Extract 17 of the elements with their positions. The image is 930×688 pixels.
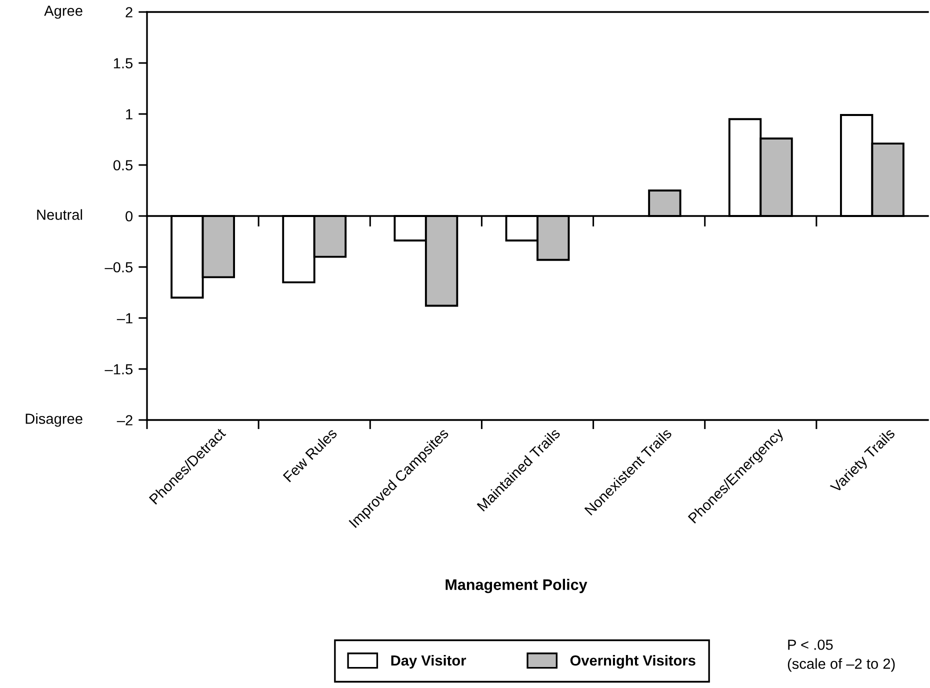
y-tick-label: 0 bbox=[126, 211, 133, 222]
text: P < .05 bbox=[788, 640, 833, 650]
y-tick-label: 1 bbox=[126, 109, 132, 120]
text: Agree bbox=[44, 6, 82, 19]
y-tick-label: –2 bbox=[116, 415, 132, 426]
text: Neutral bbox=[37, 209, 82, 220]
y-tick-label: 2 bbox=[126, 7, 132, 18]
text: Disagree bbox=[26, 413, 82, 427]
legend-label: Overnight Visitors bbox=[570, 654, 696, 669]
y-tick-label: –0.5 bbox=[104, 262, 132, 272]
x-axis-title: Management Policy bbox=[446, 578, 588, 594]
y-tick-label: –1.5 bbox=[104, 364, 132, 374]
y-tick-label: –1 bbox=[116, 313, 132, 324]
text: (scale of –2 to 2) bbox=[788, 658, 895, 672]
y-tick-label: 0.5 bbox=[113, 160, 132, 170]
y-tick-label: 1.5 bbox=[114, 58, 132, 68]
legend-label: Day Visitor bbox=[391, 654, 466, 669]
